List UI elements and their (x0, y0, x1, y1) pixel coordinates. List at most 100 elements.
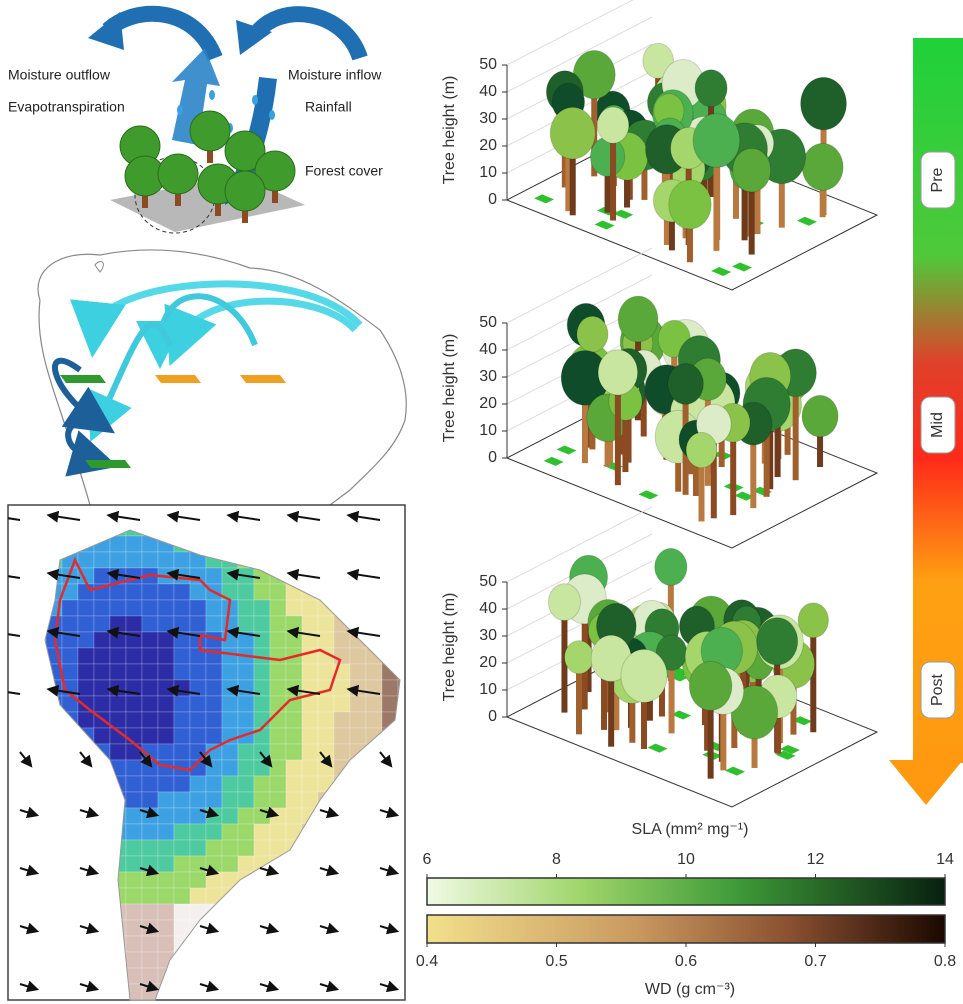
map-cell (270, 728, 286, 744)
y-tick-label: 0 (488, 449, 497, 466)
y-tick-label: 30 (479, 627, 497, 644)
y-tick-label: 30 (479, 110, 497, 127)
map-cell (126, 616, 142, 632)
tree-crown (190, 111, 230, 151)
map-cell (222, 824, 238, 840)
tree-crown (655, 548, 687, 585)
tree-crown (802, 395, 838, 436)
map-cell (206, 664, 222, 680)
map-cell (270, 664, 286, 680)
map-cell (94, 696, 110, 712)
y-tick-label: 20 (479, 654, 497, 671)
island-outline (95, 261, 103, 272)
map-cell (142, 616, 158, 632)
map-cell (110, 584, 126, 600)
map-cell (222, 808, 238, 824)
map-cell (94, 648, 110, 664)
map-cell (158, 920, 174, 936)
map-cell (190, 728, 206, 744)
y-tick-label: 50 (479, 573, 497, 590)
map-cell (158, 664, 174, 680)
map-cell (62, 600, 78, 616)
map-cell (334, 648, 350, 664)
water-drop (269, 110, 275, 120)
map-cell (254, 632, 270, 648)
map-cell (94, 600, 110, 616)
map-cell (142, 872, 158, 888)
map-cell (78, 648, 94, 664)
tree-crown (693, 114, 740, 168)
map-cell (94, 680, 110, 696)
map-cell (238, 776, 254, 792)
map-cell (238, 760, 254, 776)
map-cell (238, 744, 254, 760)
map-cell (286, 744, 302, 760)
map-cell (238, 616, 254, 632)
map-cell (286, 792, 302, 808)
tree-crown (686, 432, 717, 467)
map-cell (222, 664, 238, 680)
map-cell (350, 728, 366, 744)
map-cell (174, 616, 190, 632)
map-cell (94, 552, 110, 568)
map-cell (174, 600, 190, 616)
map-cell (110, 696, 126, 712)
map-cell (78, 632, 94, 648)
map-cell (270, 584, 286, 600)
map-cell (286, 616, 302, 632)
map-cell (174, 680, 190, 696)
map-cell (190, 616, 206, 632)
map-cell (142, 968, 158, 984)
outflow-arrow-head (88, 12, 124, 50)
x-axis-label: SLA (mm² mg⁻¹) (632, 821, 749, 838)
map-cell (142, 936, 158, 952)
map-cell (158, 904, 174, 920)
tree-crown (597, 107, 629, 143)
map-cell (270, 776, 286, 792)
tree-crown (618, 296, 658, 342)
map-cell (190, 712, 206, 728)
map-cell (366, 664, 382, 680)
map-cell (350, 648, 366, 664)
map-cell (270, 792, 286, 808)
map-cell (78, 616, 94, 632)
map-cell (174, 872, 190, 888)
map-cell (158, 792, 174, 808)
map-cell (190, 872, 206, 888)
map-cell (222, 760, 238, 776)
map-cell (222, 792, 238, 808)
map-cell (238, 584, 254, 600)
map-cell (174, 664, 190, 680)
water-drop (209, 90, 215, 100)
map-cell (190, 664, 206, 680)
map-cell (78, 712, 94, 728)
map-cell (158, 888, 174, 904)
map-cell (222, 840, 238, 856)
colorbar-tick-label: 6 (423, 851, 432, 868)
inflow-arrow (255, 14, 360, 58)
map-cell (206, 728, 222, 744)
map-cell (286, 808, 302, 824)
map-cell (318, 760, 334, 776)
map-cell (126, 712, 142, 728)
map-cell (142, 904, 158, 920)
map-cell (126, 872, 142, 888)
map-cell (126, 920, 142, 936)
outflow-arrow (108, 14, 215, 58)
map-cell (286, 632, 302, 648)
map-cell (254, 696, 270, 712)
map-cell (142, 696, 158, 712)
map-cell (190, 792, 206, 808)
map-cell (110, 744, 126, 760)
map-cell (222, 744, 238, 760)
map-cell (238, 600, 254, 616)
tree-trunk (730, 431, 736, 515)
map-cell (302, 664, 318, 680)
colorbar (427, 915, 945, 943)
map-cell (94, 664, 110, 680)
map-cell (190, 824, 206, 840)
map-cell (174, 552, 190, 568)
map-cell (94, 568, 110, 584)
y-tick-label: 20 (479, 395, 497, 412)
y-axis-label: Tree height (m) (441, 334, 458, 443)
